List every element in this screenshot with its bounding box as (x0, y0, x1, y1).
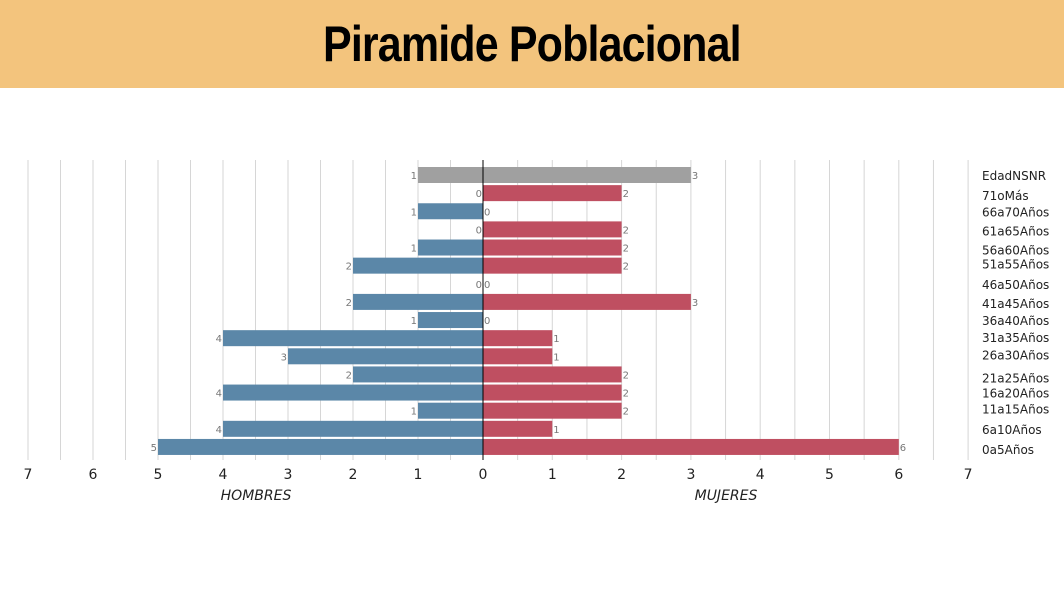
data-label-mujeres: 2 (623, 407, 629, 418)
data-label-hombres: 1 (411, 244, 417, 255)
bar-mujeres (483, 293, 691, 310)
category-label: 66a70Años (982, 205, 1049, 219)
data-label-mujeres: 1 (553, 334, 559, 345)
data-label-hombres: 1 (411, 316, 417, 327)
bar-hombres (418, 239, 483, 256)
data-label-hombres: 3 (281, 352, 287, 363)
category-label: 0a5Años (982, 443, 1034, 457)
category-label: 56a60Años (982, 244, 1049, 258)
data-label-mujeres: 3 (692, 298, 698, 309)
data-label-mujeres: 2 (623, 244, 629, 255)
data-label-mujeres: 2 (623, 225, 629, 236)
bar-hombres (288, 348, 483, 365)
data-label-mujeres: 0 (484, 316, 490, 327)
category-label: 26a30Años (982, 348, 1049, 362)
data-label-hombres: 2 (346, 370, 352, 381)
bar-hombres (223, 384, 483, 401)
x-tick-label-right: 4 (756, 467, 765, 483)
bar-hombres (353, 293, 483, 310)
x-tick-label-right: 3 (686, 467, 695, 483)
data-label-mujeres: 1 (553, 425, 559, 436)
title-bar: Piramide Poblacional (0, 0, 1064, 88)
bar-hombres (353, 257, 483, 274)
bar-mujeres (483, 438, 899, 455)
bar-hombres (418, 203, 483, 220)
x-tick-label-right: 0 (479, 467, 488, 483)
bar-mujeres (483, 167, 691, 183)
axis-label-mujeres: MUJERES (695, 488, 758, 504)
page-title: Piramide Poblacional (323, 16, 742, 72)
data-label-hombres: 1 (411, 171, 417, 182)
bar-hombres (223, 420, 483, 437)
bar-hombres (418, 167, 483, 183)
data-label-mujeres: 2 (623, 370, 629, 381)
category-label: 51a55Años (982, 258, 1049, 272)
bar-mujeres (483, 420, 553, 437)
bar-hombres (353, 366, 483, 383)
category-label: EdadNSNR (982, 169, 1046, 183)
category-label: 11a15Años (982, 403, 1049, 417)
bar-mujeres (483, 402, 622, 419)
x-tick-label-left: 1 (414, 467, 423, 483)
data-label-hombres: 1 (411, 207, 417, 218)
category-label: 36a40Años (982, 314, 1049, 328)
category-label: 71oMás (982, 189, 1029, 203)
x-tick-label-left: 3 (284, 467, 293, 483)
x-tick-label-left: 5 (154, 467, 163, 483)
x-tick-label-left: 2 (349, 467, 358, 483)
data-label-hombres: 4 (216, 389, 222, 400)
bar-mujeres (483, 221, 622, 238)
data-label-hombres: 4 (216, 425, 222, 436)
data-label-mujeres: 2 (623, 262, 629, 273)
category-label: 31a35Años (982, 331, 1049, 345)
data-label-mujeres: 2 (623, 189, 629, 200)
category-label: 21a25Años (982, 371, 1049, 385)
data-label-hombres: 5 (151, 443, 157, 454)
category-label: 16a20Años (982, 387, 1049, 401)
bar-hombres (223, 330, 483, 347)
x-tick-label-right: 1 (548, 467, 557, 483)
data-label-hombres: 0 (476, 225, 482, 236)
category-label: 41a45Años (982, 297, 1049, 311)
x-tick-label-left: 7 (24, 467, 33, 483)
bar-hombres (418, 402, 483, 419)
x-tick-label-right: 7 (964, 467, 973, 483)
x-tick-label-left: 6 (89, 467, 98, 483)
bar-mujeres (483, 239, 622, 256)
data-label-mujeres: 0 (484, 280, 490, 291)
data-label-mujeres: 1 (553, 352, 559, 363)
data-label-mujeres: 3 (692, 171, 698, 182)
bar-mujeres (483, 257, 622, 274)
data-label-mujeres: 6 (900, 443, 906, 454)
data-label-hombres: 1 (411, 407, 417, 418)
bar-mujeres (483, 330, 553, 347)
x-tick-label-left: 4 (219, 467, 228, 483)
x-tick-label-right: 5 (825, 467, 834, 483)
bar-hombres (158, 438, 483, 455)
data-label-hombres: 2 (346, 262, 352, 273)
bar-mujeres (483, 384, 622, 401)
data-label-hombres: 2 (346, 298, 352, 309)
bar-mujeres (483, 366, 622, 383)
data-label-mujeres: 2 (623, 389, 629, 400)
category-label: 46a50Años (982, 278, 1049, 292)
bar-hombres (418, 312, 483, 329)
x-tick-label-right: 2 (617, 467, 626, 483)
category-label: 61a65Años (982, 224, 1049, 238)
bar-mujeres (483, 348, 553, 365)
category-label: 6a10Años (982, 423, 1042, 437)
axis-label-hombres: HOMBRES (221, 488, 292, 504)
bar-mujeres (483, 185, 622, 202)
data-label-hombres: 0 (476, 189, 482, 200)
data-label-mujeres: 0 (484, 207, 490, 218)
data-label-hombres: 0 (476, 280, 482, 291)
x-tick-label-right: 6 (894, 467, 903, 483)
data-label-hombres: 4 (216, 334, 222, 345)
